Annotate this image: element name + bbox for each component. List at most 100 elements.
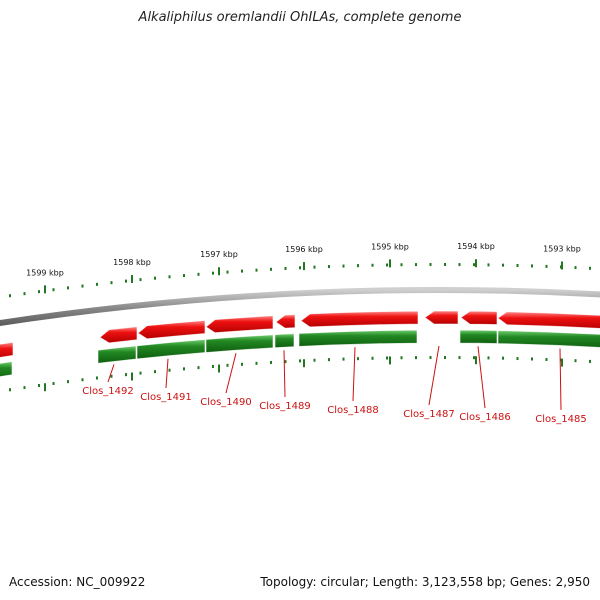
reverse-gene-feature	[97, 345, 137, 364]
major-tick	[303, 359, 305, 368]
backbone-line	[0, 287, 600, 327]
major-tick	[131, 372, 133, 381]
minor-tick	[38, 384, 40, 388]
minor-tick	[67, 380, 69, 384]
minor-tick	[197, 272, 200, 276]
minor-tick	[371, 263, 374, 267]
minor-tick	[96, 282, 98, 286]
scale-label: 1593 kbp	[543, 245, 581, 254]
minor-tick	[545, 264, 548, 268]
major-tick	[475, 356, 477, 365]
minor-tick	[81, 378, 84, 382]
minor-tick	[299, 359, 301, 363]
reverse-gene-feature	[0, 361, 13, 378]
minor-tick	[357, 264, 359, 268]
minor-tick	[574, 359, 577, 363]
reverse-gene-feature	[298, 329, 418, 347]
minor-tick	[183, 367, 185, 371]
gene-label: Clos_1485	[535, 414, 587, 425]
forward-gene-feature	[205, 315, 274, 334]
forward-gene-feature	[497, 311, 600, 329]
minor-tick	[125, 373, 127, 377]
scale-label: 1597 kbp	[200, 250, 238, 259]
forward-gene-feature	[137, 320, 206, 340]
genome-summary-text: Topology: circular; Length: 3,123,558 bp…	[260, 575, 590, 589]
reverse-gene-feature	[136, 339, 206, 360]
gene-label: Clos_1489	[259, 401, 311, 412]
label-leader-line	[225, 353, 237, 394]
minor-tick	[23, 292, 26, 296]
scale-label: 1599 kbp	[26, 268, 64, 277]
minor-tick	[574, 266, 577, 270]
label-leader-line	[477, 346, 486, 409]
minor-tick	[299, 266, 301, 270]
minor-tick	[226, 363, 229, 367]
minor-tick	[531, 264, 533, 268]
minor-tick	[212, 271, 214, 275]
minor-tick	[270, 267, 272, 271]
label-leader-line	[107, 364, 115, 383]
minor-tick	[9, 388, 11, 392]
minor-tick	[284, 267, 287, 271]
minor-tick	[197, 366, 200, 370]
accession-text: Accession: NC_009922	[9, 575, 146, 589]
minor-tick	[52, 288, 55, 292]
minor-tick	[429, 356, 432, 360]
minor-tick	[589, 266, 591, 270]
minor-tick	[473, 356, 475, 360]
minor-tick	[357, 357, 359, 361]
minor-tick	[154, 370, 156, 374]
label-leader-line	[352, 347, 356, 402]
reverse-gene-feature	[205, 334, 274, 353]
major-tick	[44, 383, 46, 392]
minor-tick	[139, 278, 142, 282]
gene-label: Clos_1486	[459, 412, 511, 423]
map-title: Alkaliphilus oremlandii OhILAs, complete…	[138, 10, 462, 25]
label-leader-line	[428, 345, 440, 406]
forward-gene-feature	[300, 310, 419, 328]
minor-tick	[110, 374, 113, 378]
minor-tick	[67, 286, 69, 290]
major-tick	[561, 358, 563, 367]
reverse-gene-feature	[274, 333, 295, 349]
minor-tick	[212, 364, 214, 368]
major-tick	[561, 261, 563, 270]
forward-gene-feature	[460, 310, 498, 325]
minor-tick	[313, 265, 316, 269]
minor-tick	[183, 274, 185, 278]
minor-tick	[313, 358, 316, 362]
minor-tick	[328, 358, 330, 362]
minor-tick	[110, 281, 113, 285]
major-tick	[475, 259, 477, 268]
scale-label: 1595 kbp	[371, 242, 409, 251]
minor-tick	[255, 361, 258, 365]
gene-label: Clos_1492	[82, 386, 134, 397]
forward-gene-feature	[275, 314, 296, 329]
minor-tick	[516, 357, 519, 361]
major-tick	[389, 259, 391, 268]
minor-tick	[38, 290, 40, 294]
scale-label: 1596 kbp	[285, 245, 323, 254]
scale-label: 1594 kbp	[457, 242, 495, 251]
forward-gene-feature	[424, 310, 459, 325]
minor-tick	[284, 360, 287, 364]
minor-tick	[342, 357, 345, 361]
feature-labels: Clos_1492 Clos_1491 Clos_1490 Clos_1489 Clos…	[82, 345, 587, 425]
scale-ticks: 1599 kbp 1598 kbp 1597 kbp 1596 kbp 1595 kbp…	[9, 242, 591, 392]
minor-tick	[473, 263, 475, 267]
minor-tick	[52, 382, 55, 386]
minor-tick	[415, 263, 417, 267]
minor-tick	[168, 275, 171, 279]
reverse-gene-feature	[497, 330, 600, 348]
gene-label: Clos_1487	[403, 409, 455, 420]
minor-tick	[81, 284, 84, 288]
gene-label: Clos_1488	[327, 405, 379, 416]
minor-tick	[415, 356, 417, 360]
backbone	[0, 287, 600, 327]
minor-tick	[502, 356, 504, 360]
reverse-gene-feature	[459, 329, 498, 344]
label-leader-line	[165, 358, 169, 389]
minor-tick	[328, 265, 330, 269]
label-leader-line	[559, 348, 562, 411]
